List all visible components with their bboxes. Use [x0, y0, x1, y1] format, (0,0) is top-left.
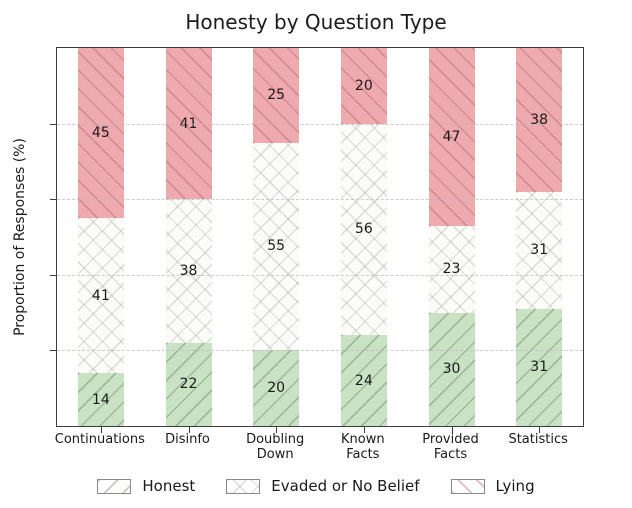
bar-statistics: 31 31 38 [516, 48, 563, 426]
legend: Honest Evaded or No Belief Lying [0, 477, 632, 495]
lying-value-label: 20 [354, 77, 373, 94]
evaded-swatch-icon [226, 478, 261, 494]
plot-area: 14 41 45 22 38 41 20 55 25 24 56 20 30 23 47 31 31 38 [50, 47, 584, 433]
bar-known-facts: 24 56 20 [340, 48, 387, 426]
evaded-segment [340, 123, 387, 336]
lying-value-label: 45 [91, 125, 110, 142]
x-tick [188, 427, 190, 433]
bar-disinfo: 22 38 41 [165, 48, 212, 426]
bar-provided-facts: 30 23 47 [428, 48, 475, 426]
evaded-value-label: 55 [267, 238, 286, 255]
chart-title: Honesty by Question Type [185, 10, 447, 34]
lying-segment [253, 48, 300, 143]
honest-value-label: 30 [442, 361, 461, 378]
y-tick [50, 350, 56, 352]
honest-segment [165, 342, 212, 426]
lying-segment [516, 48, 563, 192]
x-tick [451, 427, 453, 433]
honest-segment [428, 312, 475, 426]
legend-item-lying: Lying [450, 477, 535, 495]
lying-value-label: 47 [442, 128, 461, 145]
lying-segment [340, 48, 387, 124]
y-tick [50, 123, 56, 125]
honest-value-label: 24 [354, 372, 373, 389]
lying-segment [428, 48, 475, 226]
evaded-segment [77, 218, 124, 374]
lying-value-label: 25 [267, 87, 286, 104]
evaded-segment [165, 199, 212, 343]
evaded-segment [428, 225, 475, 313]
x-tick [100, 427, 102, 433]
gridline-60 [57, 199, 583, 201]
honest-value-label: 31 [530, 359, 549, 376]
evaded-segment [516, 191, 563, 309]
legend-label-honest: Honest [142, 477, 196, 495]
evaded-value-label: 56 [354, 221, 373, 238]
honest-value-label: 20 [267, 380, 286, 397]
gridline-20 [57, 350, 583, 352]
lying-value-label: 41 [179, 115, 198, 132]
legend-label-evaded: Evaded or No Belief [271, 477, 420, 495]
bar-doubling-down: 20 55 25 [253, 48, 300, 426]
evaded-value-label: 31 [530, 242, 549, 259]
honest-segment [516, 308, 563, 426]
lying-swatch-icon [450, 478, 485, 494]
legend-item-evaded: Evaded or No Belief [226, 477, 420, 495]
evaded-value-label: 41 [91, 287, 110, 304]
x-category-label: Known Facts [341, 432, 385, 463]
honest-segment [253, 350, 300, 426]
y-tick [50, 274, 56, 276]
x-tick [276, 427, 278, 433]
honest-value-label: 14 [91, 391, 110, 408]
x-category-label: Continuations [54, 432, 145, 447]
gridline-80 [57, 123, 583, 125]
gridline-40 [57, 274, 583, 276]
x-category-label: Provided Facts [422, 432, 479, 463]
evaded-segment [253, 142, 300, 351]
x-category-label: Disinfo [165, 432, 210, 447]
x-category-label: Doubling Down [246, 432, 305, 463]
honest-swatch-icon [97, 478, 132, 494]
evaded-value-label: 23 [442, 261, 461, 278]
honest-value-label: 22 [179, 376, 198, 393]
evaded-value-label: 38 [179, 263, 198, 280]
lying-value-label: 38 [530, 111, 549, 128]
y-tick [50, 199, 56, 201]
legend-item-honest: Honest [97, 477, 195, 495]
honest-segment [77, 373, 124, 426]
bar-continuations: 14 41 45 [77, 48, 124, 426]
x-tick [363, 427, 365, 433]
x-category-label: Statistics [508, 432, 568, 447]
x-tick [539, 427, 541, 433]
legend-label-lying: Lying [495, 477, 535, 495]
lying-segment [77, 48, 124, 219]
y-axis-label: Proportion of Responses (%) [12, 138, 28, 336]
